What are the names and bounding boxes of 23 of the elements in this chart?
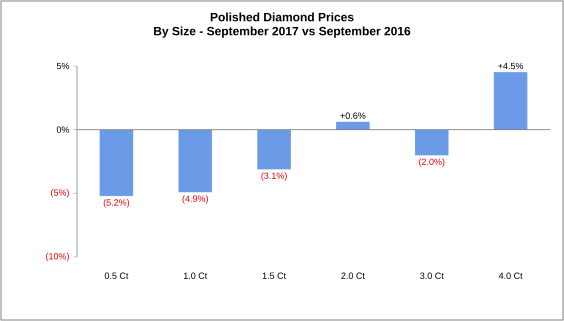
bar [415,129,449,156]
bar [178,129,212,192]
x-tick-label: 2.0 Ct [341,272,365,279]
chart-title: Polished Diamond Prices By Size - September 2017 vs September 2016 [154,12,410,38]
bar [100,129,134,196]
x-tick-label: 1.5 Ct [262,272,286,279]
y-tick-label: 0% [56,126,70,133]
data-label: (5.2%) [104,199,130,208]
bar [257,129,291,170]
bar [494,72,528,130]
x-tick-label: 4.0 Ct [498,272,523,279]
y-tick-label: (10%) [46,252,69,262]
bar [336,122,370,130]
data-label: +0.6% [340,112,366,119]
y-tick-label: (5%) [51,189,69,198]
x-tick-label: 3.0 Ct [420,272,444,279]
data-label: (3.1%) [261,172,287,181]
y-tick-label: 5% [56,62,70,70]
x-tick-label: 1.0 Ct [184,272,208,279]
x-tick-label: 0.5 Ct [104,272,128,279]
data-label: +4.5% [498,62,524,70]
data-label: (2.0%) [419,158,444,167]
data-label: (4.9%) [182,195,208,204]
